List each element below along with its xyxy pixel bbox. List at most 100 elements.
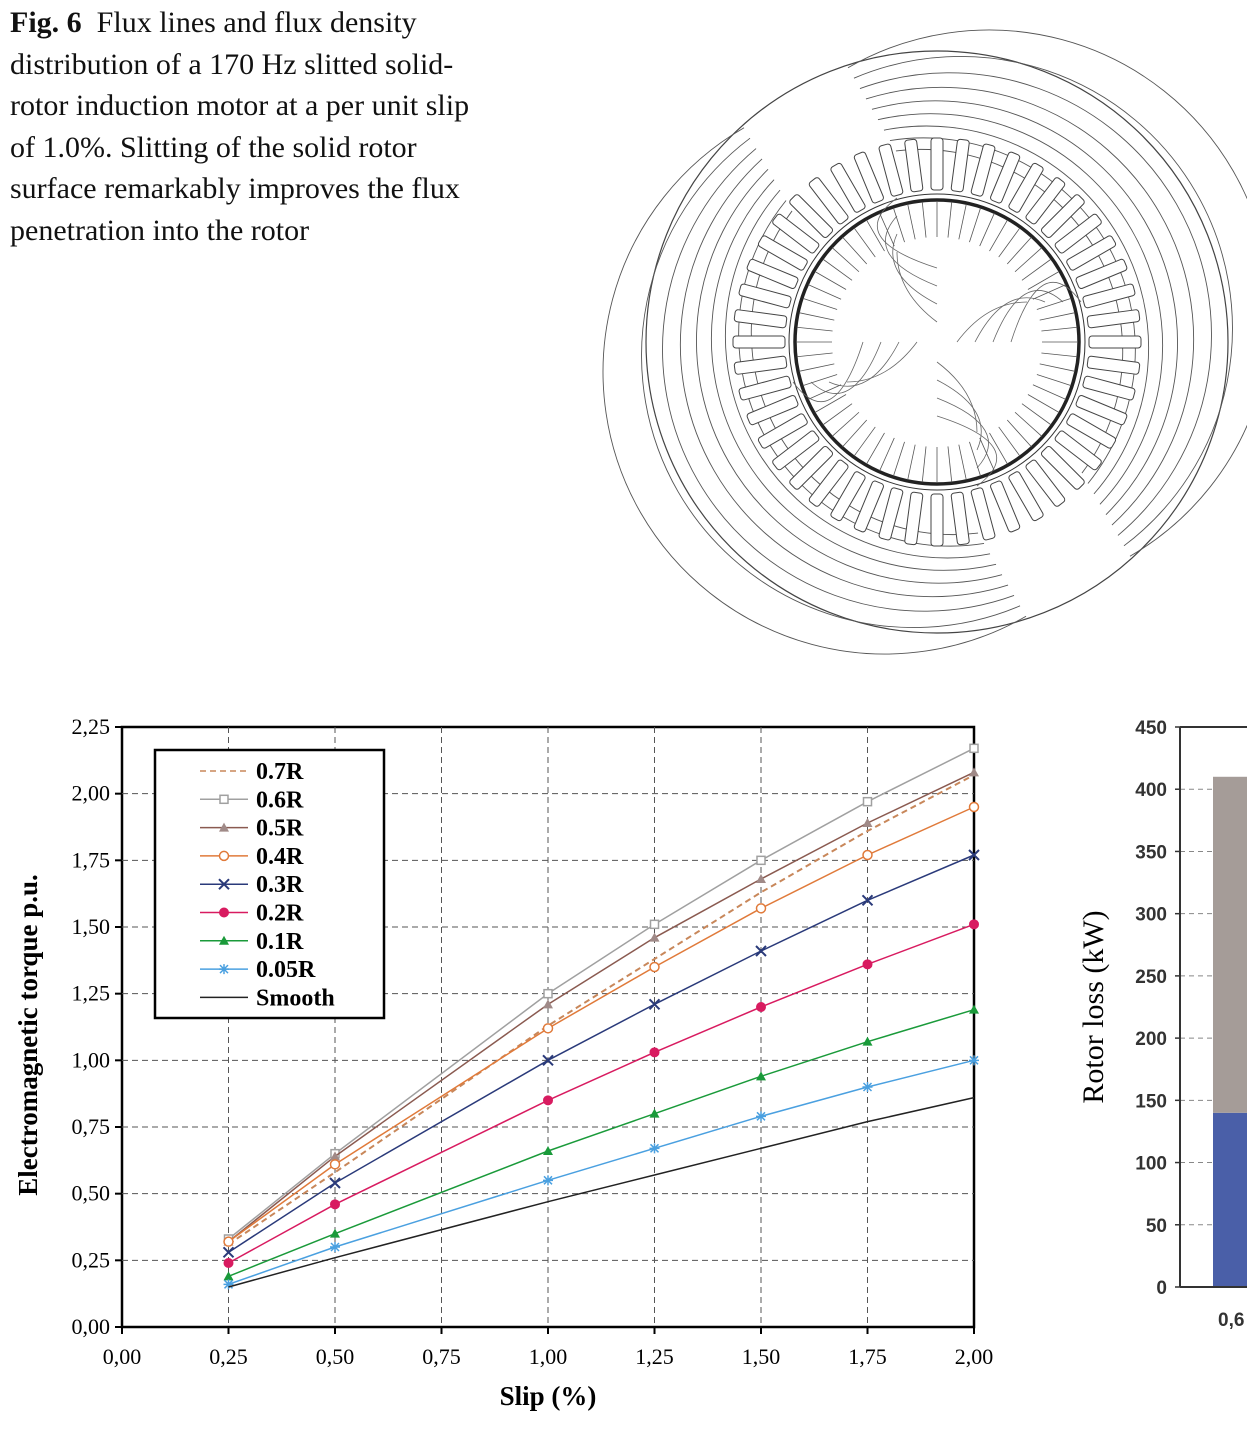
rotor-flux-line — [877, 197, 938, 269]
x-tick-label: 1,50 — [742, 1344, 781, 1369]
marker-circle — [223, 1236, 234, 1247]
legend-box — [153, 748, 386, 1020]
x-tick-label: 0,00 — [103, 1344, 142, 1369]
stator-slot — [1025, 459, 1066, 507]
stator-slot — [853, 151, 884, 204]
rotor-slit — [989, 219, 1008, 252]
y-tick-label: 1,75 — [72, 847, 111, 872]
series-0-05r — [223, 1055, 979, 1290]
rotor-slit — [1027, 271, 1060, 290]
stator-slot — [990, 480, 1021, 533]
marker-star — [756, 1111, 766, 1122]
rotor-slit — [831, 411, 860, 437]
rotor-slit — [893, 441, 905, 477]
y-tick-label: 2,25 — [72, 714, 111, 739]
marker-square — [862, 796, 873, 807]
flux-line — [641, 137, 1021, 628]
marker-star — [223, 1279, 234, 1290]
legend-label: 0.4R — [256, 844, 304, 870]
marker-x — [861, 894, 874, 907]
stator-slot — [738, 283, 792, 309]
rotor-slit — [802, 374, 838, 386]
series-0-1r — [223, 1004, 979, 1281]
stator-slot — [1040, 445, 1085, 490]
marker-x — [218, 878, 230, 890]
rotor-slit — [979, 213, 995, 247]
marker-triangle — [969, 767, 979, 777]
marker-circle — [329, 1159, 341, 1170]
rotor-flux-line — [792, 341, 864, 402]
air-gap-circle — [788, 193, 1086, 491]
marker-triangle — [543, 1146, 553, 1155]
flux-line — [883, 125, 1150, 495]
legend-label: 0.3R — [256, 872, 304, 898]
stator-slot — [789, 194, 834, 239]
stator-slot — [1066, 235, 1117, 271]
flux-line — [710, 179, 997, 571]
stator-slot — [746, 258, 799, 289]
stator-slot — [1082, 375, 1136, 401]
marker-circle — [755, 903, 767, 914]
figure-caption: Fig. 6 Flux lines and flux density distr… — [10, 2, 480, 251]
marker-triangle — [756, 874, 766, 883]
x-tick-label: 2,00 — [955, 1344, 994, 1369]
marker-x — [222, 1246, 235, 1259]
stator-slot — [733, 309, 788, 329]
marker-dot — [862, 959, 873, 970]
stator-slot — [990, 151, 1021, 204]
flux-line — [853, 56, 1233, 547]
marker-square — [756, 855, 766, 866]
rotor-slit — [979, 437, 995, 471]
rotor-flux-line — [992, 290, 1064, 343]
rotor-slit — [1006, 236, 1032, 265]
series-0-4r — [223, 801, 980, 1247]
stator-slot — [904, 491, 924, 546]
stator-slot — [1075, 258, 1128, 289]
y-tick-label: 0,75 — [72, 1114, 111, 1139]
rotor-slit — [802, 298, 838, 310]
marker-triangle — [862, 1036, 873, 1046]
flux-line — [859, 72, 1212, 536]
flux-line — [865, 86, 1195, 526]
y-axis-label: Rotor loss (kW) — [1077, 910, 1110, 1103]
y-tick-label: 250 — [1135, 967, 1167, 988]
x-tick-label: 0,6 — [1218, 1310, 1244, 1331]
rotor-slit — [1014, 247, 1043, 273]
marker-triangle — [756, 1071, 766, 1081]
series-0-3r — [222, 849, 980, 1259]
rotor-flux-line — [896, 251, 938, 323]
rotor-slit — [1027, 394, 1060, 413]
rotor-slit — [1032, 384, 1066, 400]
stator-slot — [1054, 430, 1102, 471]
rotor-slit — [958, 203, 967, 240]
stator-slot — [1066, 413, 1117, 449]
rotor-slit — [969, 207, 981, 243]
marker-x — [329, 1177, 341, 1189]
y-tick-label: 400 — [1135, 780, 1167, 801]
y-tick-label: 0,25 — [72, 1247, 111, 1272]
stator-slot — [757, 413, 808, 449]
marker-star — [649, 1143, 660, 1154]
rotor-slit — [1021, 403, 1052, 426]
x-tick-label: 0,75 — [422, 1344, 461, 1369]
rotor-slit — [907, 444, 916, 481]
rotor-slit — [798, 312, 835, 321]
rotor-slit — [853, 227, 876, 258]
rotor-slit — [853, 426, 876, 457]
rotor-slit — [907, 203, 916, 240]
x-axis-label: Slip (%) — [500, 1381, 597, 1411]
rotor-circle — [793, 198, 1081, 486]
marker-circle — [862, 849, 873, 861]
marker-dot — [543, 1095, 553, 1106]
rotor-flux-line — [828, 341, 900, 387]
marker-dot — [219, 907, 229, 918]
marker-star — [969, 1055, 979, 1066]
stator-slot — [1008, 471, 1044, 522]
y-tick-label: 300 — [1135, 905, 1167, 926]
stator-slot — [808, 459, 849, 507]
marker-circle — [649, 961, 660, 973]
stator-slot — [1008, 162, 1044, 213]
